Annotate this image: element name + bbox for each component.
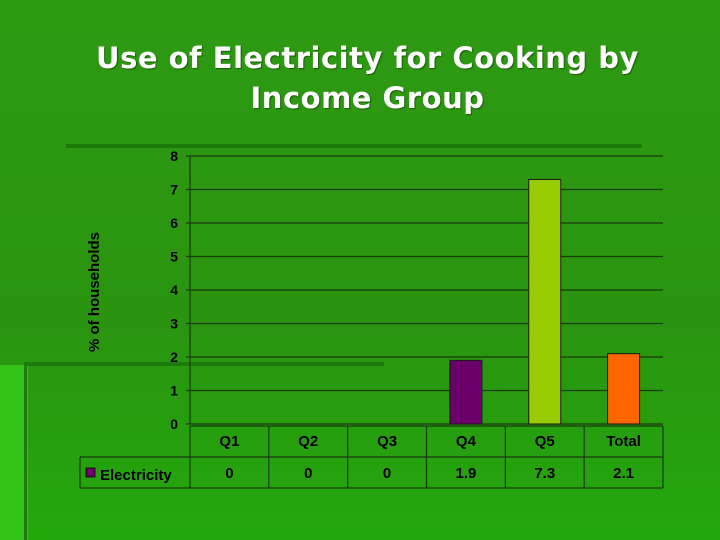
gridlines [186, 155, 663, 425]
y-tick-label: 7 [170, 182, 178, 198]
data-label: 0 [225, 465, 233, 482]
x-tick-label: Q3 [377, 433, 397, 450]
bar-q5 [528, 178, 562, 425]
y-tick-label: 3 [170, 316, 178, 332]
y-tick-label: 6 [170, 215, 178, 231]
slide-title: Use of Electricity for Cooking by Income… [0, 38, 720, 118]
x-tick-label: Q5 [535, 433, 555, 450]
y-tick-label: 8 [170, 148, 178, 164]
y-axis-ticks: 0 1 2 3 4 5 6 7 8 [170, 148, 178, 432]
data-label: 0 [304, 465, 312, 482]
x-tick-label: Q4 [456, 433, 477, 450]
data-table: Q1 0 Q2 0 Q3 0 Q4 1.9 Q5 7.3 Total 2.1 Electricity [79, 425, 664, 489]
y-tick-label: 0 [170, 416, 178, 432]
bars [449, 178, 641, 425]
decorative-line [66, 144, 642, 148]
decorative-line [24, 362, 27, 540]
x-tick-label: Total [606, 433, 641, 450]
bar-total [607, 353, 641, 425]
data-label: 2.1 [613, 465, 634, 482]
bar-q4 [449, 359, 483, 425]
legend-label: Electricity [100, 467, 172, 484]
x-tick-label: Q2 [298, 433, 318, 450]
y-tick-label: 5 [170, 249, 178, 265]
y-tick-label: 2 [170, 349, 178, 365]
data-label: 7.3 [534, 465, 555, 482]
y-axis-label: % of households [86, 232, 103, 352]
slide-title-line-1: Use of Electricity for Cooking by [96, 41, 639, 75]
x-tick-label: Q1 [219, 433, 239, 450]
data-label: 1.9 [455, 465, 476, 482]
legend-swatch [85, 467, 96, 478]
y-tick-label: 1 [170, 383, 178, 399]
y-tick-label: 4 [170, 282, 178, 298]
data-label: 0 [383, 465, 391, 482]
decorative-line [24, 362, 384, 366]
decorative-block [0, 365, 28, 540]
slide-title-line-2: Income Group [250, 81, 485, 115]
